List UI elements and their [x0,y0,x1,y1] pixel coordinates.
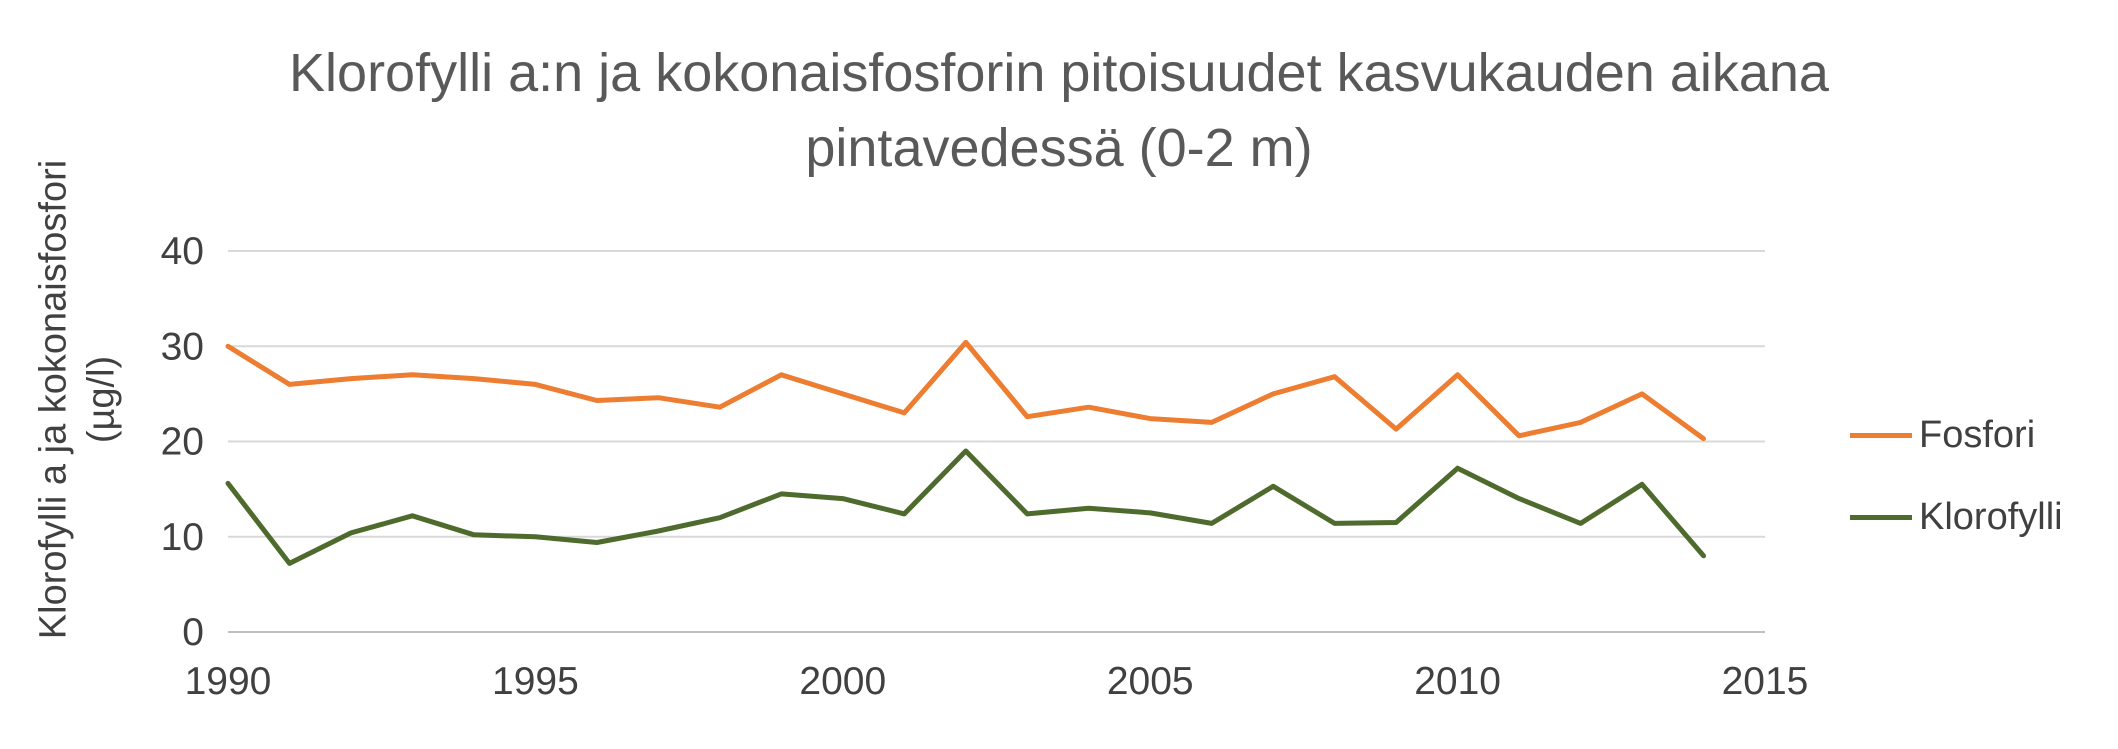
svg-text:20: 20 [161,421,204,464]
svg-text:2010: 2010 [1414,660,1501,703]
legend: Fosfori Klorofylli [1850,412,2063,540]
svg-text:1990: 1990 [185,660,272,703]
svg-text:0: 0 [182,611,204,654]
klorofylli-line-swatch [1850,514,1912,520]
legend-label-fosfori: Fosfori [1919,413,2036,456]
legend-item-klorofylli: Klorofylli [1850,494,2063,540]
svg-text:2015: 2015 [1722,660,1809,703]
svg-text:1995: 1995 [492,660,579,703]
svg-text:2005: 2005 [1107,660,1194,703]
svg-text:40: 40 [161,230,204,273]
legend-item-fosfori: Fosfori [1850,412,2063,458]
svg-text:2000: 2000 [799,660,886,703]
legend-label-klorofylli: Klorofylli [1919,495,2063,538]
svg-text:10: 10 [161,516,204,559]
chart-title: Klorofylli a:n ja kokonaisfosforin pitoi… [289,43,1829,178]
fosfori-line-swatch [1850,432,1912,438]
svg-text:30: 30 [161,325,204,368]
